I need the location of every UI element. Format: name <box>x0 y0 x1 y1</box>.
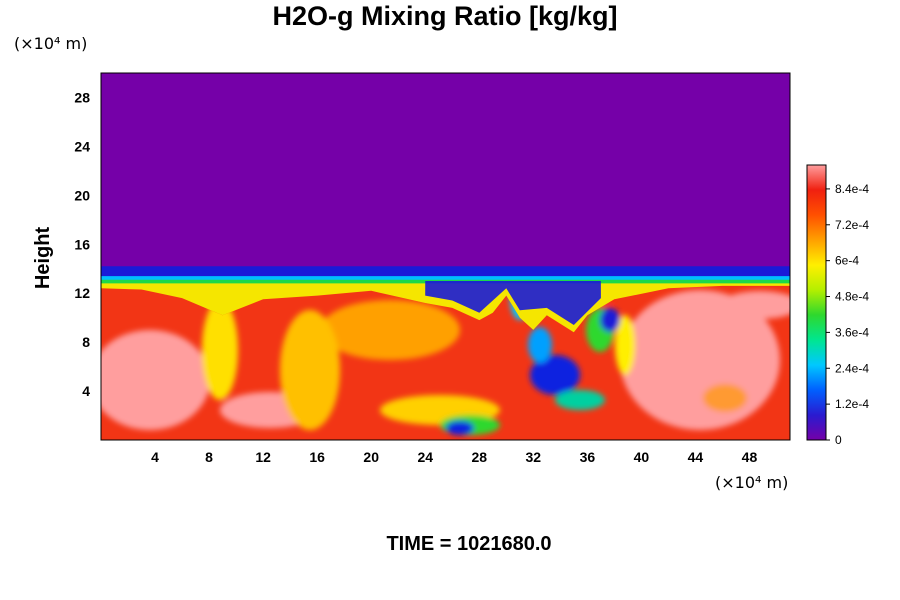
y-axis: 4 8 12 16 20 24 28 <box>74 89 90 399</box>
y-axis-label: Height <box>32 227 54 290</box>
colorbar-tick-label: 4.8e-4 <box>835 290 869 304</box>
y-tick-label: 24 <box>74 138 90 154</box>
x-tick-label: 28 <box>471 449 487 465</box>
time-caption: TIME = 1021680.0 <box>386 533 551 555</box>
chart-title: H2O-g Mixing Ratio [kg/kg] <box>272 1 617 31</box>
moist-detail <box>101 285 790 435</box>
y-axis-unit: (×10⁴ m) <box>14 34 87 53</box>
colorbar-tick-label: 2.4e-4 <box>835 361 869 375</box>
colorbar-tick-label: 0 <box>835 433 842 447</box>
x-axis-unit: (×10⁴ m) <box>715 473 788 492</box>
x-tick-label: 12 <box>255 449 271 465</box>
x-tick-label: 32 <box>526 449 542 465</box>
y-tick-label: 16 <box>74 236 90 252</box>
x-tick-label: 20 <box>363 449 379 465</box>
colorbar-tick-label: 3.6e-4 <box>835 325 869 339</box>
x-tick-label: 44 <box>688 449 704 465</box>
y-tick-label: 28 <box>74 89 90 105</box>
colorbar-scale <box>806 164 827 441</box>
y-tick-label: 4 <box>82 383 90 399</box>
x-tick-label: 24 <box>417 449 433 465</box>
plot-area <box>101 73 790 440</box>
x-axis: 4 8 12 16 20 24 28 32 36 40 44 48 <box>151 449 757 465</box>
x-tick-label: 36 <box>580 449 596 465</box>
x-tick-label: 8 <box>205 449 213 465</box>
colorbar-tick-label: 1.2e-4 <box>835 397 869 411</box>
y-tick-label: 20 <box>74 187 90 203</box>
colorbar-tick-label: 6e-4 <box>835 254 859 268</box>
colorbar-tick-label: 7.2e-4 <box>835 218 869 232</box>
colorbar-tick-label: 8.4e-4 <box>835 182 869 196</box>
y-tick-label: 8 <box>82 334 90 350</box>
y-tick-label: 12 <box>74 285 90 301</box>
plot-frame <box>100 72 791 441</box>
x-tick-label: 4 <box>151 449 159 465</box>
x-tick-label: 40 <box>634 449 650 465</box>
colorbar: 0 1.2e-4 2.4e-4 3.6e-4 4.8e-4 6e-4 7.2e-4 8.4e-… <box>806 164 869 447</box>
dry-intrusion <box>425 280 601 325</box>
x-tick-label: 48 <box>742 449 758 465</box>
x-tick-label: 16 <box>309 449 325 465</box>
